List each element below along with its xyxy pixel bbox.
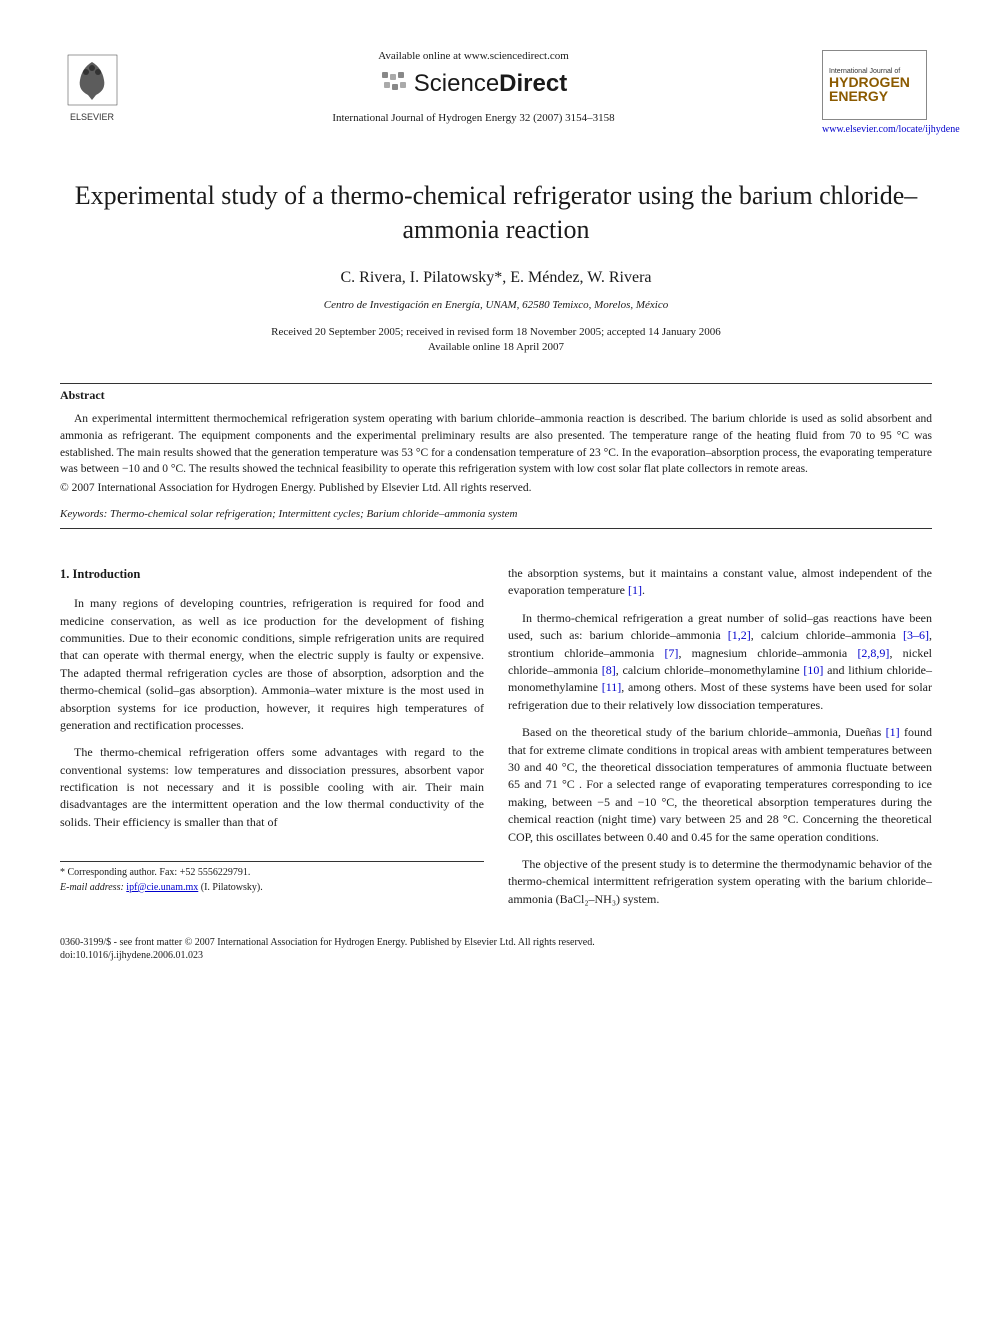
- ref-36[interactable]: [3–6]: [903, 628, 929, 642]
- abstract-heading: Abstract: [60, 388, 932, 403]
- dates-line1: Received 20 September 2005; received in …: [60, 325, 932, 340]
- svg-text:ELSEVIER: ELSEVIER: [70, 112, 115, 122]
- abstract-text: An experimental intermittent thermochemi…: [60, 411, 932, 478]
- abstract-section: Abstract An experimental intermittent th…: [60, 388, 932, 494]
- col2-para2: In thermo-chemical refrigeration a great…: [508, 610, 932, 714]
- col2-para3: Based on the theoretical study of the ba…: [508, 724, 932, 846]
- elsevier-logo: ELSEVIER: [60, 50, 125, 125]
- abstract-body: An experimental intermittent thermochemi…: [60, 411, 932, 478]
- affiliation: Centro de Investigación en Energía, UNAM…: [60, 299, 932, 311]
- c2p2d: , magnesium chloride–ammonia: [678, 646, 857, 660]
- journal-logo-container: International Journal of HYDROGEN ENERGY…: [822, 50, 932, 135]
- col2-para1: the absorption systems, but it maintains…: [508, 565, 932, 600]
- c2p3a: Based on the theoretical study of the ba…: [522, 725, 886, 739]
- ref-289[interactable]: [2,8,9]: [857, 646, 889, 660]
- journal-logo-line2: ENERGY: [829, 89, 920, 103]
- journal-logo: International Journal of HYDROGEN ENERGY: [822, 50, 927, 120]
- column-left: 1. Introduction In many regions of devel…: [60, 565, 484, 918]
- ref-8[interactable]: [8]: [602, 663, 616, 677]
- col1-para2: The thermo-chemical refrigeration offers…: [60, 744, 484, 831]
- rule-bottom: [60, 528, 932, 529]
- ref-12[interactable]: [1,2]: [728, 628, 751, 642]
- ref-7[interactable]: [7]: [664, 646, 678, 660]
- keywords-text: Thermo-chemical solar refrigeration; Int…: [107, 508, 517, 520]
- col2-p1-post: .: [642, 583, 645, 597]
- journal-logo-line1: HYDROGEN: [829, 75, 920, 89]
- header-center: Available online at www.sciencedirect.co…: [125, 50, 822, 124]
- email-line: E-mail address: ipf@cie.unam.mx (I. Pila…: [60, 881, 484, 896]
- col2-p1-pre: the absorption systems, but it maintains…: [508, 566, 932, 597]
- ref-1b[interactable]: [1]: [886, 725, 900, 739]
- footer-copyright: 0360-3199/$ - see front matter © 2007 In…: [60, 936, 932, 949]
- ref-10[interactable]: [10]: [803, 663, 823, 677]
- body-columns: 1. Introduction In many regions of devel…: [60, 565, 932, 918]
- footnote-block: * Corresponding author. Fax: +52 5556229…: [60, 861, 484, 895]
- rule-top: [60, 383, 932, 384]
- journal-reference: International Journal of Hydrogen Energy…: [145, 112, 802, 124]
- paper-header: ELSEVIER Available online at www.science…: [60, 50, 932, 135]
- elsevier-tree-icon: ELSEVIER: [60, 50, 125, 125]
- sciencedirect-logo: ScienceDirect: [145, 70, 802, 98]
- author-list: C. Rivera, I. Pilatowsky*, E. Méndez, W.…: [60, 269, 932, 287]
- ref-11[interactable]: [11]: [602, 680, 622, 694]
- col1-para1: In many regions of developing countries,…: [60, 595, 484, 734]
- c2p2b: , calcium chloride–ammonia: [751, 628, 903, 642]
- sd-suffix: Direct: [499, 70, 567, 97]
- email-link[interactable]: ipf@cie.unam.mx: [126, 882, 198, 893]
- copyright-line: © 2007 International Association for Hyd…: [60, 482, 932, 494]
- keywords-line: Keywords: Thermo-chemical solar refriger…: [60, 508, 932, 520]
- column-right: the absorption systems, but it maintains…: [508, 565, 932, 918]
- paper-title: Experimental study of a thermo-chemical …: [60, 179, 932, 247]
- sciencedirect-icon: [380, 70, 408, 98]
- available-online-text: Available online at www.sciencedirect.co…: [145, 50, 802, 62]
- col2-para4: The objective of the present study is to…: [508, 856, 932, 908]
- c2p2f: , calcium chloride–monomethylamine: [616, 663, 804, 677]
- sd-prefix: Science: [414, 70, 499, 97]
- journal-url-link[interactable]: www.elsevier.com/locate/ijhydene: [822, 124, 932, 135]
- email-author: (I. Pilatowsky).: [198, 882, 262, 893]
- sciencedirect-text: ScienceDirect: [414, 70, 567, 98]
- corresponding-author: * Corresponding author. Fax: +52 5556229…: [60, 866, 484, 881]
- section-1-heading: 1. Introduction: [60, 565, 484, 583]
- keywords-label: Keywords:: [60, 508, 107, 520]
- email-label: E-mail address:: [60, 882, 124, 893]
- publication-dates: Received 20 September 2005; received in …: [60, 325, 932, 356]
- ref-1a[interactable]: [1]: [628, 583, 642, 597]
- footer: 0360-3199/$ - see front matter © 2007 In…: [60, 936, 932, 962]
- c2p3b: found that for extreme climate condition…: [508, 725, 932, 843]
- dates-line2: Available online 18 April 2007: [60, 340, 932, 355]
- footer-doi: doi:10.1016/j.ijhydene.2006.01.023: [60, 949, 932, 962]
